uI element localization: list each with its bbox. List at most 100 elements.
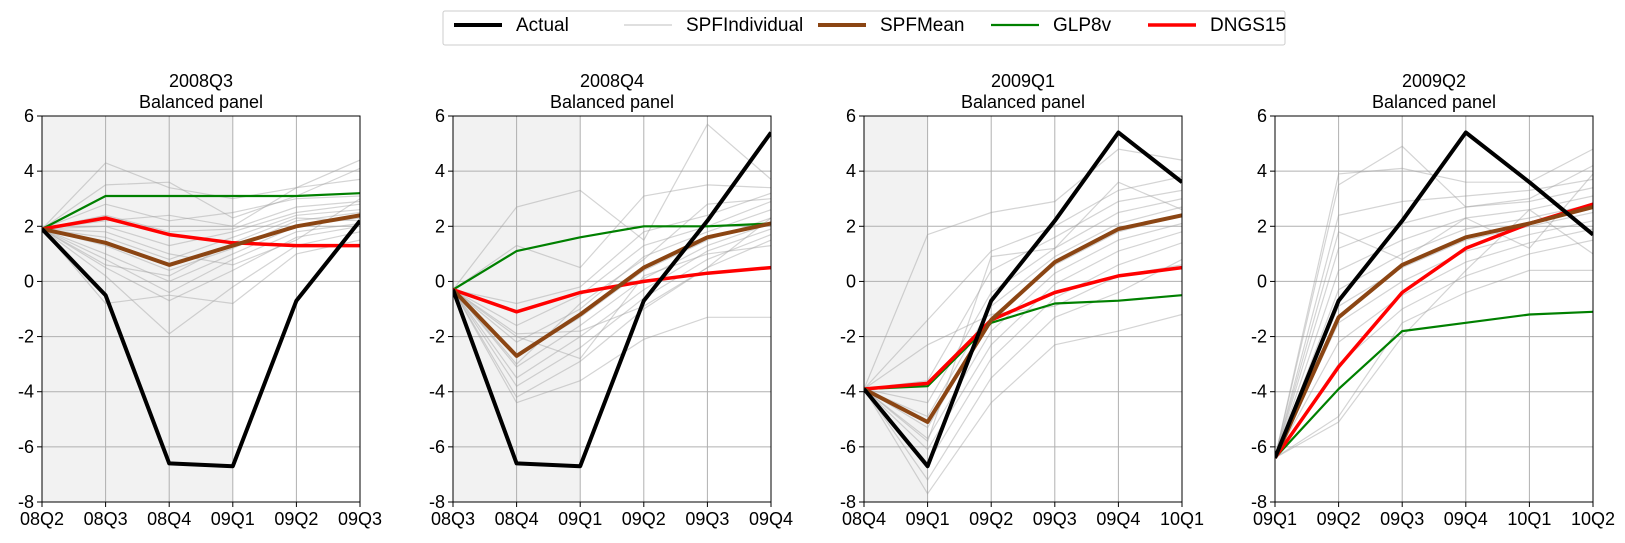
legend-entry-spfindividual: SPFIndividual [624, 15, 803, 36]
series-line-spfindividual [42, 167, 360, 230]
x-tick-label: 08Q4 [147, 509, 191, 529]
legend-entry-spfmean: SPFMean [818, 15, 964, 36]
series-line-spfindividual [1275, 203, 1593, 459]
y-tick-label: 0 [846, 271, 856, 291]
panel-title: 2008Q4 [580, 71, 644, 91]
y-tick-label: -8 [18, 492, 34, 512]
y-tick-label: -6 [429, 437, 445, 457]
shaded-region [42, 116, 233, 502]
x-tick-label: 09Q1 [211, 509, 255, 529]
series-line-spfindividual [864, 231, 1182, 451]
y-tick-label: -2 [429, 327, 445, 347]
series-line-dngs15 [453, 265, 771, 314]
y-tick-label: -2 [840, 327, 856, 347]
series-line-spfindividual [42, 222, 360, 294]
panel-subtitle: Balanced panel [1372, 92, 1496, 112]
series-line-spfindividual [453, 245, 771, 360]
series-line-spfindividual [864, 181, 1182, 443]
x-tick-label: 10Q1 [1507, 509, 1551, 529]
y-tick-label: -2 [1251, 327, 1267, 347]
x-tick-label: 09Q2 [969, 509, 1013, 529]
series-line-spfindividual [453, 228, 771, 379]
x-tick-label: 09Q1 [1253, 509, 1297, 529]
series-line-spfindividual [864, 206, 1182, 418]
series-line-spfindividual [42, 225, 360, 302]
series-line-glp8v [453, 222, 771, 291]
series-line-spfindividual [42, 159, 360, 230]
y-tick-label: 4 [846, 161, 856, 181]
x-tick-label: 09Q2 [274, 509, 318, 529]
series-line-spfindividual [42, 211, 360, 272]
series-line-spfindividual [42, 209, 360, 261]
panel-subtitle: Balanced panel [961, 92, 1085, 112]
legend-entry-dngs15: DNGS15 [1148, 15, 1286, 36]
x-tick-label: 09Q4 [749, 509, 793, 529]
legend-label: GLP8v [1053, 15, 1112, 36]
series-line-spfindividual [42, 198, 360, 266]
x-tick-label: 09Q1 [558, 509, 602, 529]
y-tick-label: -6 [1251, 437, 1267, 457]
y-tick-label: -4 [18, 382, 34, 402]
panel-title: 2009Q1 [991, 71, 1055, 91]
x-tick-label: 08Q2 [20, 509, 64, 529]
y-tick-label: -6 [18, 437, 34, 457]
plot-area [864, 130, 1182, 495]
x-tick-label: 09Q3 [338, 509, 382, 529]
series-line-glp8v [1275, 310, 1593, 459]
y-tick-label: 6 [846, 106, 856, 126]
series-line-glp8v [42, 192, 360, 230]
x-tick-label: 09Q4 [1096, 509, 1140, 529]
series-line-spfindividual [1275, 228, 1593, 459]
y-tick-label: -8 [840, 492, 856, 512]
series-line-spfindividual [42, 195, 360, 230]
series-line-spfindividual [453, 192, 771, 305]
y-tick-label: -8 [429, 492, 445, 512]
x-tick-label: 09Q3 [1380, 509, 1424, 529]
series-line-spfindividual [864, 189, 1182, 390]
y-tick-label: 4 [1257, 161, 1267, 181]
y-tick-label: 4 [24, 161, 34, 181]
y-tick-label: 2 [846, 216, 856, 236]
series-line-spfindividual [42, 228, 360, 305]
series-line-glp8v [864, 294, 1182, 391]
series-line-actual [864, 130, 1182, 469]
series-line-spfmean [42, 213, 360, 267]
x-tick-label: 09Q4 [1444, 509, 1488, 529]
x-tick-label: 09Q2 [622, 509, 666, 529]
y-tick-label: 0 [1257, 271, 1267, 291]
panel-subtitle: Balanced panel [550, 92, 674, 112]
x-tick-label: 08Q3 [84, 509, 128, 529]
x-tick-label: 10Q1 [1160, 509, 1204, 529]
x-tick-label: 09Q3 [1033, 509, 1077, 529]
plot-area [453, 123, 771, 469]
y-tick-label: 6 [24, 106, 34, 126]
y-tick-label: 2 [24, 216, 34, 236]
y-tick-label: -8 [1251, 492, 1267, 512]
series-line-spfindividual [453, 289, 771, 404]
y-tick-label: 4 [435, 161, 445, 181]
series-line-spfindividual [453, 200, 771, 327]
y-tick-label: -2 [18, 327, 34, 347]
x-tick-label: 08Q3 [431, 509, 475, 529]
series-line-actual [453, 131, 771, 469]
panel-title: 2008Q3 [169, 71, 233, 91]
series-line-spfindividual [864, 258, 1182, 481]
series-line-spfindividual [864, 313, 1182, 495]
plot-area [1275, 130, 1593, 459]
series-line-actual [1275, 130, 1593, 459]
series-line-spfindividual [864, 198, 1182, 404]
series-line-spfindividual [864, 222, 1182, 440]
axes-frame [1274, 115, 1594, 503]
y-tick-label: 6 [435, 106, 445, 126]
series-line-spfindividual [1275, 173, 1593, 459]
legend-label: SPFMean [880, 15, 964, 36]
series-line-spfindividual [42, 162, 360, 230]
series-line-dngs15 [864, 265, 1182, 391]
y-tick-label: -4 [429, 382, 445, 402]
series-line-spfindividual [453, 239, 771, 399]
